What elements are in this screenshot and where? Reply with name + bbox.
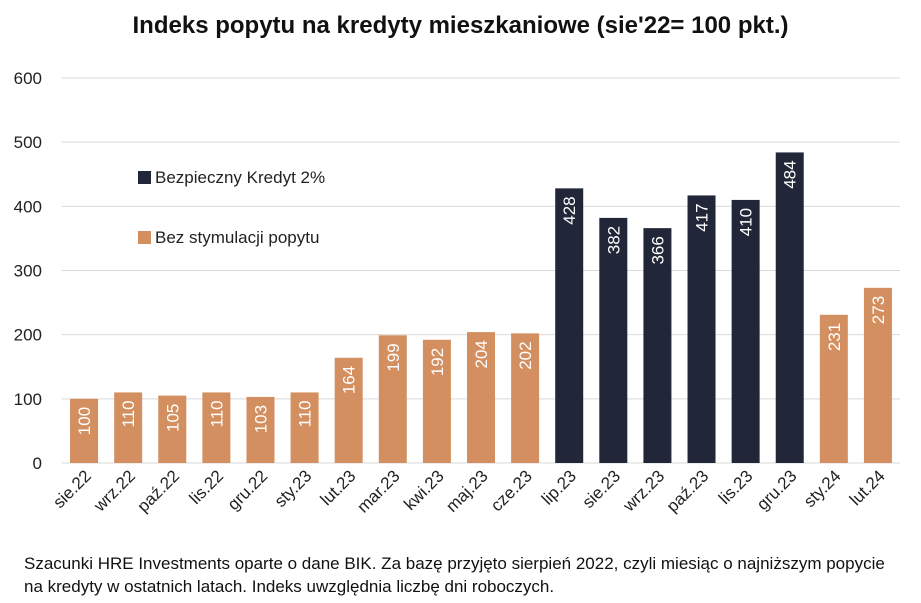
x-tick-label: lis.23 [715,466,756,507]
x-tick-label: mar.23 [353,466,403,516]
x-tick-label: wrz.22 [89,466,139,516]
bar-value-label: 417 [693,203,712,231]
bar [422,339,451,463]
bar [378,335,407,463]
y-axis-ticks: 0 100 200 300 400 500 600 [14,69,42,473]
bar-value-label: 204 [472,340,491,368]
bar [70,398,99,463]
bar [158,395,187,463]
bar [643,228,672,463]
bar-value-label: 428 [560,196,579,224]
bar-value-label: 110 [296,400,315,427]
bar [775,152,804,463]
y-tick-label: 0 [33,454,42,473]
bar-chart: 0 100 200 300 400 500 600 100 110 105 110 103 110 16… [14,69,900,517]
bar [555,188,584,463]
y-tick-label: 400 [14,197,42,216]
bar [863,287,892,463]
bar-value-label: 410 [737,208,756,236]
bar [334,357,363,463]
legend-swatch [138,231,151,244]
x-tick-label: maj.23 [442,466,492,516]
y-tick-label: 200 [14,326,42,345]
footnote: Szacunki HRE Investments oparte o dane B… [24,554,885,596]
bar-value-label: 199 [384,343,403,371]
bar-value-label: 100 [75,407,94,435]
x-tick-label: lut.24 [846,466,889,509]
x-tick-label: gru.22 [224,466,272,514]
x-tick-label: paź.23 [663,466,713,516]
legend: Bezpieczny Kredyt 2% Bez stymulacji popyt… [138,168,325,247]
y-tick-label: 600 [14,69,42,88]
bar [731,199,760,463]
bar [819,314,848,463]
legend-swatch [138,171,151,184]
legend-label: Bezpieczny Kredyt 2% [155,168,325,187]
bar [467,332,495,463]
x-tick-label: lip.23 [538,466,580,508]
x-tick-label: wrz.23 [619,466,669,516]
bar-value-label: 366 [648,236,667,264]
x-tick-label: gru.23 [753,466,801,514]
bar [290,392,319,463]
legend-label: Bez stymulacji popytu [155,228,319,247]
bar [599,217,628,463]
bar [114,392,143,463]
bar-value-label: 105 [163,404,182,432]
bar-value-label: 273 [869,296,888,324]
y-tick-label: 500 [14,133,42,152]
bar-value-label: 484 [781,160,800,188]
bar-value-label: 103 [251,405,270,433]
bar-value-label: 164 [340,366,359,394]
bar-value-label: 110 [207,400,226,427]
chart-title: Indeks popytu na kredyty mieszkaniowe (s… [132,12,789,39]
x-tick-label: lis.22 [186,466,227,507]
bar [687,195,716,464]
bar-value-label: 231 [825,323,844,351]
bar-value-label: 192 [428,348,447,376]
bars: 100 110 105 110 103 110 164 199 192 204 202 428 382 3… [70,152,892,464]
bar-value-label: 202 [516,341,535,369]
x-tick-label: sie.23 [579,466,625,512]
bar [246,396,275,463]
x-tick-label: cze.23 [487,466,536,515]
x-tick-label: paź.22 [134,466,184,516]
y-tick-label: 100 [14,390,42,409]
bar [511,333,540,463]
bar-value-label: 382 [604,226,623,254]
x-tick-label: sie.22 [49,466,95,512]
bar-value-label: 110 [119,400,138,427]
x-tick-label: kwi.23 [400,466,448,514]
x-tick-label: sty.24 [800,466,845,511]
bar [202,392,231,463]
x-tick-label: sty.23 [271,466,316,511]
y-tick-label: 300 [14,262,42,281]
